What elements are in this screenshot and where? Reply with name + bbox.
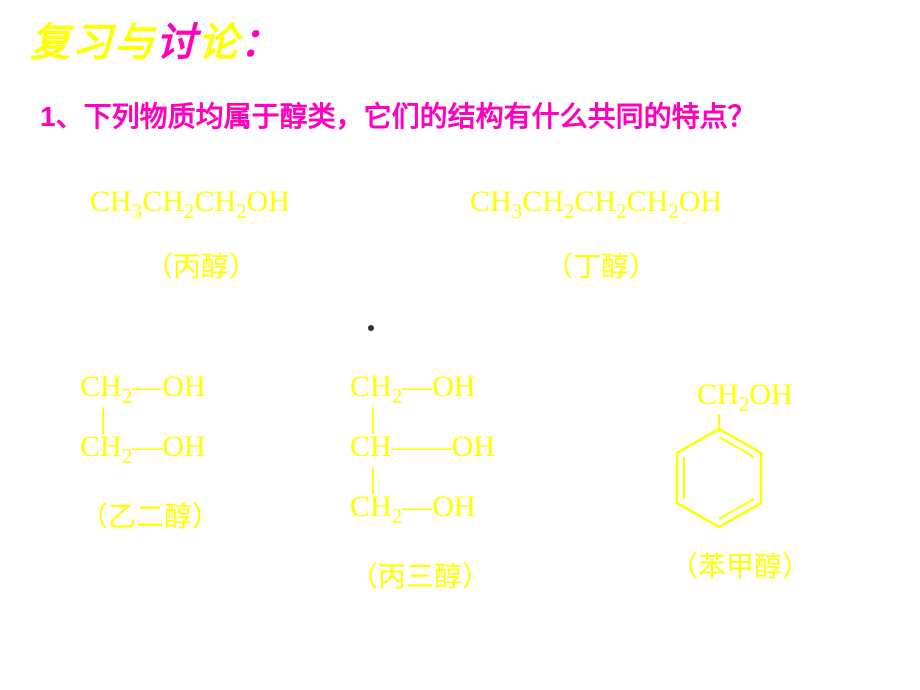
glycerol-label: （丙三醇） <box>350 555 490 595</box>
f-sub: 2 <box>668 199 679 223</box>
f-text: OH <box>679 185 722 218</box>
title-colon: ： <box>240 21 282 65</box>
title-part-2: 讨 <box>156 21 198 65</box>
glycerol-line1: CH2—OH <box>350 370 476 404</box>
f-text: CH <box>194 185 236 218</box>
butanol-formula: CH3CH2CH2CH2OH <box>470 185 722 219</box>
f-sub: 2 <box>564 199 575 223</box>
f-text: OH <box>247 185 290 218</box>
f-text: —OH <box>402 370 475 403</box>
f-text: CH <box>80 370 122 403</box>
glycerol-line3: CH2—OH <box>350 490 476 524</box>
f-text: CH <box>697 378 739 411</box>
f-text: CH <box>470 185 512 218</box>
benzyl-alcohol-ch2oh: CH2OH <box>697 378 793 412</box>
f-text: CH <box>142 185 184 218</box>
f-text: —OH <box>132 370 205 403</box>
f-sub: 2 <box>122 384 133 408</box>
f-sub: 2 <box>392 384 403 408</box>
f-sub: 2 <box>236 199 247 223</box>
glycerol-line2: CH——OH <box>350 430 495 464</box>
ethylene-glycol-label: （乙二醇） <box>80 495 220 535</box>
f-text: —OH <box>132 430 205 463</box>
benzyl-alcohol-label: （苯甲醇） <box>670 545 810 585</box>
title-part-3: 论 <box>198 21 240 65</box>
f-text: CH <box>350 370 392 403</box>
question-text: 1、下列物质均属于醇类，它们的结构有什么共同的特点？ <box>40 95 756 135</box>
propanol-formula: CH3CH2CH2OH <box>90 185 290 219</box>
butanol-label: （丁醇） <box>545 245 657 285</box>
slide-title: 复习与讨论： <box>30 10 282 68</box>
f-text: CH <box>522 185 564 218</box>
title-part-1: 复习与 <box>30 21 156 65</box>
propanol-label: （丙醇） <box>145 245 257 285</box>
f-sub: 3 <box>132 199 143 223</box>
f-sub: 2 <box>122 444 133 468</box>
f-sub: 2 <box>392 504 403 528</box>
slide: 复习与讨论： 1、下列物质均属于醇类，它们的结构有什么共同的特点？ CH3CH2… <box>0 0 920 690</box>
ethylene-glycol-line2: CH2—OH <box>80 430 206 464</box>
f-text: CH <box>627 185 669 218</box>
ethylene-glycol-line1: CH2—OH <box>80 370 206 404</box>
f-text: CH <box>90 185 132 218</box>
f-text: CH <box>80 430 122 463</box>
f-sub: 3 <box>512 199 523 223</box>
bullet-dot <box>368 325 374 331</box>
f-text: OH <box>749 378 792 411</box>
f-sub: 2 <box>184 199 195 223</box>
benzene-ring-icon <box>674 426 764 530</box>
f-sub: 2 <box>616 199 627 223</box>
f-text: CH <box>574 185 616 218</box>
f-text: —OH <box>402 490 475 523</box>
f-text: CH <box>350 490 392 523</box>
f-sub: 2 <box>739 392 750 416</box>
